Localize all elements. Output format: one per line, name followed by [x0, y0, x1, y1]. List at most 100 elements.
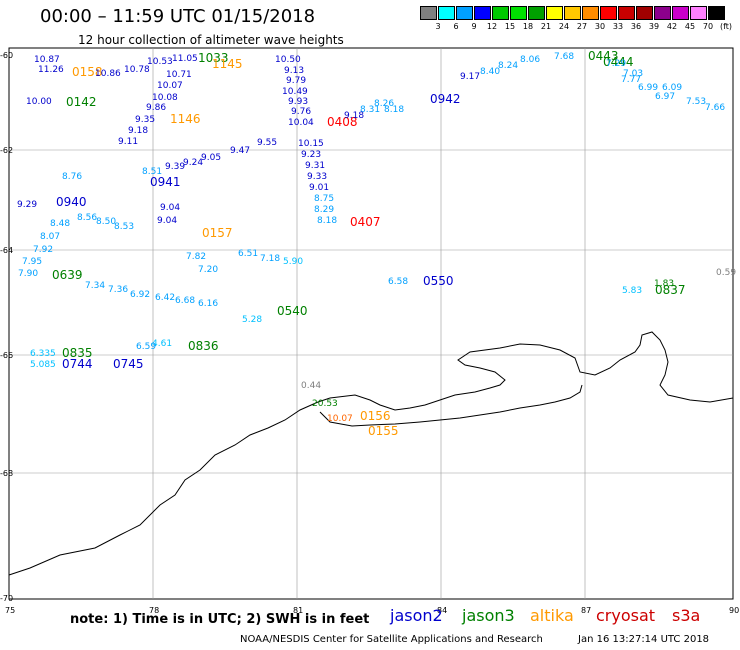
wave-height-label: 0.59	[716, 268, 736, 278]
wave-height-label: 11.05	[172, 54, 198, 64]
wave-height-label: 8.40	[480, 67, 500, 77]
wave-height-label: 10.86	[95, 69, 121, 79]
pass-time-label: 0155	[368, 424, 399, 438]
wave-height-label: 7.95	[22, 257, 42, 267]
latitude-tick-label: -70	[0, 594, 13, 603]
latitude-tick-label: -66	[0, 351, 13, 360]
pass-time-label: 0157	[202, 226, 233, 240]
wave-height-label: 5.83	[622, 286, 642, 296]
latitude-tick-label: -68	[0, 469, 13, 478]
wave-height-label: 5.085	[30, 360, 56, 370]
pass-time-label: 0940	[56, 195, 87, 209]
wave-height-label: 8.50	[96, 217, 116, 227]
wave-height-label: 1.83	[654, 279, 674, 289]
wave-height-label: 10.87	[34, 55, 60, 65]
legend-label: 36	[630, 22, 642, 31]
legend-swatch	[654, 6, 671, 20]
wave-height-label: 7.29	[606, 59, 626, 69]
pass-time-label: 0942	[430, 92, 461, 106]
wave-height-label: 7.53	[686, 97, 706, 107]
satellite-legend-s3a: s3a	[672, 606, 701, 625]
wave-height-label: 9.23	[301, 150, 321, 160]
wave-height-label: 7.68	[554, 52, 574, 62]
pass-time-label: 1146	[170, 112, 201, 126]
pass-time-label: 0443	[588, 49, 619, 63]
pass-time-label: 0407	[350, 215, 381, 229]
wave-height-label: 10.07	[327, 414, 353, 424]
legend-label: 3	[435, 22, 441, 31]
pass-time-label: 0408	[327, 115, 358, 129]
wave-height-label: 9.18	[128, 126, 148, 136]
pass-time-label: 0156	[360, 409, 391, 423]
wave-height-label: 10.50	[275, 55, 301, 65]
timestamp: Jan 16 13:27:14 UTC 2018	[578, 634, 710, 645]
legend-label: (ft)	[719, 22, 733, 31]
wave-height-label: 8.75	[314, 194, 334, 204]
coastline-antarctica	[8, 331, 734, 576]
legend-label: 27	[576, 22, 588, 31]
legend-swatch	[600, 6, 617, 20]
wave-height-label: 5.28	[242, 315, 262, 325]
legend-label: 33	[612, 22, 624, 31]
legend-swatch	[564, 6, 581, 20]
wave-height-label: 8.48	[50, 219, 70, 229]
page-title: 00:00 – 11:59 UTC 01/15/2018	[40, 6, 316, 27]
pass-time-label: 1145	[212, 57, 243, 71]
wave-height-label: 6.92	[130, 290, 150, 300]
wave-height-label: 6.59	[136, 342, 156, 352]
latitude-tick-label: -60	[0, 51, 13, 60]
legend-swatch	[492, 6, 509, 20]
pass-time-label: 0837	[655, 283, 686, 297]
pass-time-label: 0142	[66, 95, 97, 109]
wave-height-label: 8.76	[62, 172, 82, 182]
pass-time-label: 0744	[62, 357, 93, 371]
pass-time-label: 0158	[72, 65, 103, 79]
wave-height-label: 10.53	[147, 57, 173, 67]
legend-swatch	[510, 6, 527, 20]
legend-label: 12	[486, 22, 498, 31]
legend-label: 15	[504, 22, 516, 31]
legend-label: 45	[684, 22, 696, 31]
wave-height-label: 9.93	[288, 97, 308, 107]
wave-height-label: 9.76	[291, 107, 311, 117]
legend-label: 9	[471, 22, 477, 31]
pass-time-label: 0444	[603, 55, 634, 69]
pass-time-label: 0836	[188, 339, 219, 353]
wave-height-label: 8.18	[317, 216, 337, 226]
legend-label: 24	[558, 22, 570, 31]
wave-height-label: 9.29	[17, 200, 37, 210]
legend-swatch	[528, 6, 545, 20]
wave-height-label: 7.77	[621, 75, 641, 85]
wave-height-label: 6.68	[175, 296, 195, 306]
wave-height-label: 8.07	[40, 232, 60, 242]
legend-swatch	[582, 6, 599, 20]
wave-height-label: 6.97	[655, 92, 675, 102]
latitude-tick-label: -62	[0, 146, 13, 155]
satellite-legend-jason3: jason3	[462, 606, 515, 625]
wave-height-label: 7.66	[705, 103, 725, 113]
longitude-tick-label: 75	[5, 606, 15, 615]
wave-height-label: 9.05	[201, 153, 221, 163]
legend-swatch	[708, 6, 725, 20]
wave-height-label: 8.53	[114, 222, 134, 232]
wave-height-label: 7.90	[18, 269, 38, 279]
wave-height-label: 7.03	[623, 69, 643, 79]
wave-height-label: 8.51	[142, 167, 162, 177]
wave-height-label: 10.08	[152, 93, 178, 103]
wave-height-label: 9.39	[165, 162, 185, 172]
legend-swatch	[636, 6, 653, 20]
satellite-legend-altika: altika	[530, 606, 574, 625]
wave-height-label: 9.24	[183, 158, 203, 168]
wave-height-label: 20.53	[312, 399, 338, 409]
longitude-tick-label: 87	[581, 606, 591, 615]
satellite-legend-jason2: jason2	[390, 606, 443, 625]
wave-height-label: 9.04	[160, 203, 180, 213]
legend-swatch	[456, 6, 473, 20]
wave-height-label: 9.17	[460, 72, 480, 82]
wave-height-label: 9.33	[307, 172, 327, 182]
longitude-tick-label: 90	[729, 606, 739, 615]
legend-label: 42	[666, 22, 678, 31]
wave-height-label: 8.18	[384, 105, 404, 115]
wave-height-label: 4.61	[152, 339, 172, 349]
